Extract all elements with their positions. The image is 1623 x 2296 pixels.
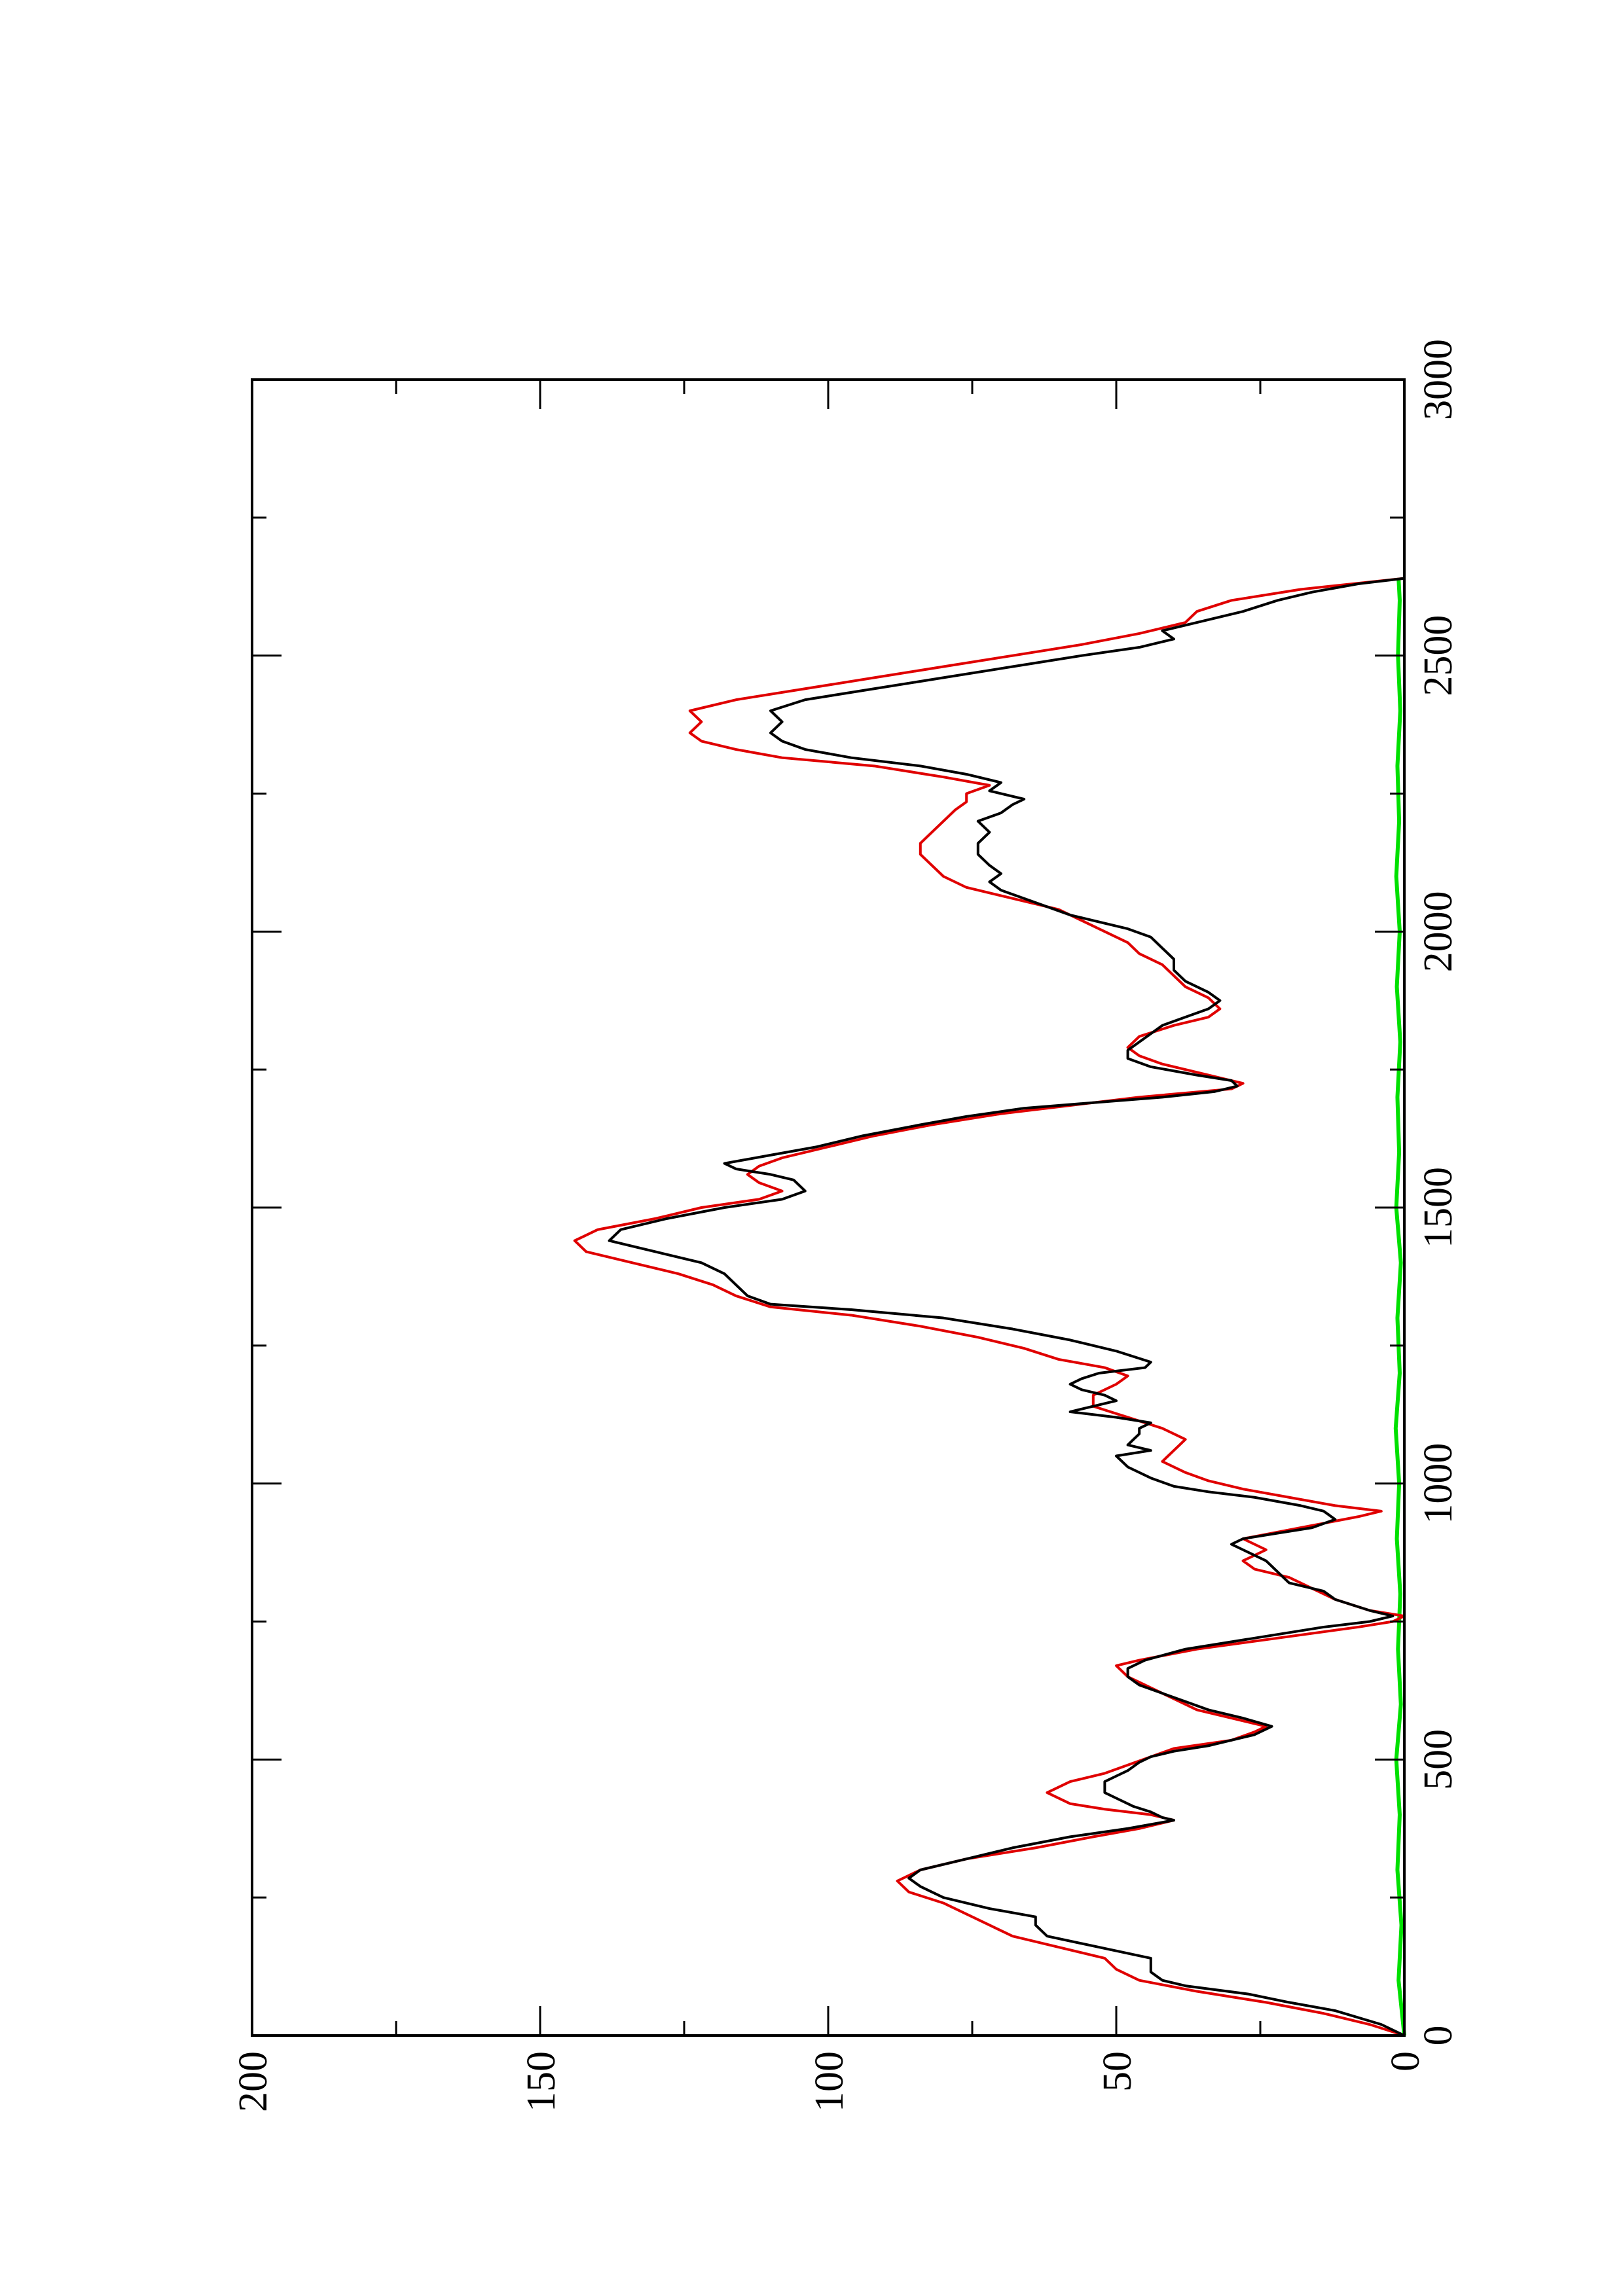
x-tick-label: 2000 [1416, 891, 1461, 972]
y-tick-label: 150 [519, 2051, 564, 2112]
x-tick-label: 500 [1416, 1729, 1461, 1790]
plot-frame [251, 378, 1406, 2037]
y-tick-label: 50 [1095, 2051, 1140, 2092]
series-line-1 [573, 577, 1406, 2037]
series-red-line [573, 577, 1406, 2037]
tick-marks [251, 378, 1406, 2037]
series-black-line [608, 577, 1405, 2037]
x-tick-label: 2500 [1416, 615, 1461, 696]
x-tick-label: 0 [1416, 2026, 1461, 2046]
tick-labels: 0 500 1000 1500 2000 2500 3000 0 50 100 150 200 [231, 339, 1461, 2112]
y-tick-label: 200 [231, 2051, 276, 2112]
x-tick-label: 1500 [1416, 1167, 1461, 1248]
x-tick-label: 3000 [1416, 339, 1461, 420]
x-tick-label: 1000 [1416, 1443, 1461, 1524]
series-line-0 [608, 577, 1405, 2037]
y-tick-label: 0 [1383, 2051, 1428, 2072]
y-tick-label: 100 [807, 2051, 852, 2112]
